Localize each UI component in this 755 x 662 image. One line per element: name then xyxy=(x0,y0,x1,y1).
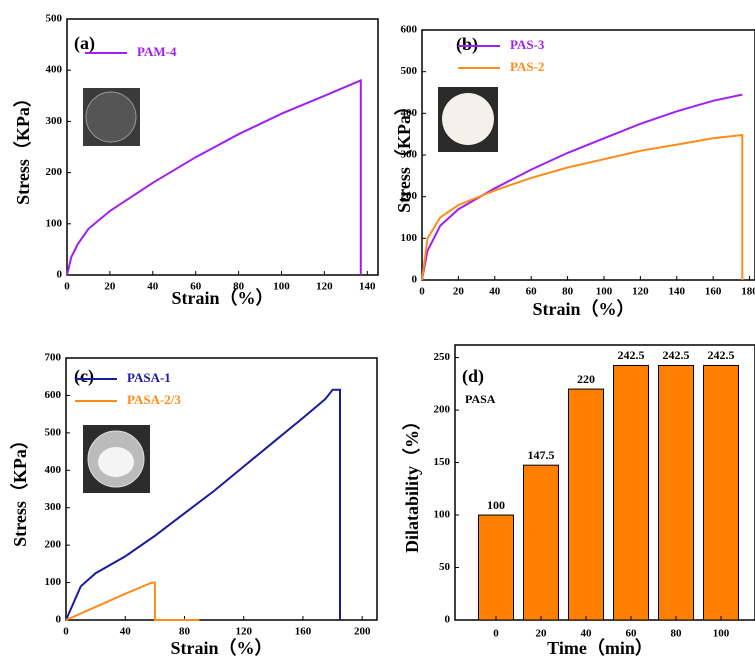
inset-photo-c xyxy=(83,425,150,493)
y-axis-label: Stress（KPa） xyxy=(13,89,33,205)
y-tick-label: 250 xyxy=(434,351,451,363)
x-tick-label: 160 xyxy=(705,286,722,298)
x-tick-label: 100 xyxy=(596,286,613,298)
bar xyxy=(479,515,514,620)
bar xyxy=(614,365,649,620)
legend-label: PAS-2 xyxy=(510,59,544,74)
x-tick-label: 80 xyxy=(671,628,683,640)
inset-dish xyxy=(86,92,136,142)
x-tick-label: 20 xyxy=(104,281,116,293)
y-tick-label: 400 xyxy=(46,64,63,76)
y-tick-label: 100 xyxy=(46,217,63,229)
series-line xyxy=(66,583,199,620)
x-tick-label: 120 xyxy=(632,286,649,298)
y-axis-label: Stress（KPa） xyxy=(10,431,30,547)
x-axis-label: Strain（%） xyxy=(532,299,634,319)
x-tick-label: 40 xyxy=(147,281,159,293)
y-tick-label: 500 xyxy=(46,13,63,25)
y-tick-label: 300 xyxy=(46,115,63,127)
bar xyxy=(659,365,694,620)
y-tick-label: 300 xyxy=(45,501,62,513)
bar-value-label: 242.5 xyxy=(618,348,645,362)
x-tick-label: 0 xyxy=(63,626,69,638)
y-tick-label: 0 xyxy=(56,614,62,626)
bar xyxy=(704,365,739,620)
x-tick-label: 60 xyxy=(526,286,538,298)
legend-label: PAS-3 xyxy=(510,37,545,52)
y-tick-label: 100 xyxy=(434,509,451,521)
y-tick-label: 400 xyxy=(45,464,62,476)
inset-photo-a xyxy=(83,88,140,146)
x-tick-label: 80 xyxy=(179,626,191,638)
x-tick-label: 140 xyxy=(669,286,686,298)
y-tick-label: 200 xyxy=(434,404,451,416)
bar-value-label: 220 xyxy=(577,372,595,386)
series-line xyxy=(422,135,742,280)
x-tick-label: 40 xyxy=(581,628,593,640)
plot-frame xyxy=(67,19,378,275)
x-tick-label: 20 xyxy=(453,286,465,298)
x-tick-label: 0 xyxy=(419,286,425,298)
x-tick-label: 0 xyxy=(64,281,70,293)
bar-value-label: 100 xyxy=(487,498,505,512)
y-tick-label: 50 xyxy=(439,561,451,573)
legend-label: PAM-4 xyxy=(137,44,177,59)
x-tick-label: 60 xyxy=(626,628,638,640)
x-tick-label: 160 xyxy=(295,626,312,638)
legend-label: PASA-2/3 xyxy=(127,392,181,407)
x-tick-label: 40 xyxy=(120,626,132,638)
x-tick-label: 140 xyxy=(359,281,376,293)
annotation: PASA xyxy=(465,392,496,406)
y-tick-label: 700 xyxy=(45,352,62,364)
x-tick-label: 20 xyxy=(536,628,548,640)
x-axis-label: Time（min） xyxy=(547,638,653,658)
inset-photo-b xyxy=(438,87,498,152)
x-tick-label: 200 xyxy=(354,626,371,638)
x-tick-label: 120 xyxy=(235,626,252,638)
panel-label: (b) xyxy=(456,34,478,55)
legend-label: PASA-1 xyxy=(127,370,171,385)
bar-value-label: 242.5 xyxy=(708,348,735,362)
x-tick-label: 100 xyxy=(273,281,290,293)
y-tick-label: 200 xyxy=(46,166,63,178)
figure: 0100200300400500020406080100120140(a)Str… xyxy=(0,0,755,662)
panel-label: (a) xyxy=(74,33,95,54)
bar-value-label: 242.5 xyxy=(663,348,690,362)
x-tick-label: 40 xyxy=(489,286,501,298)
y-tick-label: 600 xyxy=(45,389,62,401)
x-tick-label: 100 xyxy=(713,628,730,640)
y-tick-label: 500 xyxy=(45,426,62,438)
bar xyxy=(569,389,604,620)
y-tick-label: 150 xyxy=(434,456,451,468)
y-tick-label: 100 xyxy=(401,232,418,244)
panel: 050100150200250(d)Time（min）Dilatability（… xyxy=(402,345,755,658)
panel-label: (d) xyxy=(462,366,484,387)
inset-sample xyxy=(98,447,134,477)
y-tick-label: 0 xyxy=(57,269,63,281)
y-tick-label: 100 xyxy=(45,576,62,588)
panel: 0 100 200 300 400 500 600 700 0 40 80 120 160 200 (c) S… xyxy=(10,352,377,659)
y-tick-label: 0 xyxy=(412,274,418,286)
x-tick-label: 80 xyxy=(562,286,574,298)
x-axis-label: Strain（%） xyxy=(170,638,272,658)
y-axis-label: Stress（KPa） xyxy=(394,97,414,213)
bar xyxy=(524,465,559,620)
y-tick-label: 0 xyxy=(445,614,451,626)
panel-label: (c) xyxy=(74,366,94,387)
x-tick-label: 0 xyxy=(493,628,499,640)
series-line xyxy=(66,390,340,620)
bar-value-label: 147.5 xyxy=(528,448,555,462)
y-axis-label: Dilatability（%） xyxy=(402,412,422,553)
y-tick-label: 200 xyxy=(45,539,62,551)
x-axis-label: Strain（%） xyxy=(171,288,273,308)
x-tick-label: 120 xyxy=(316,281,333,293)
y-tick-label: 500 xyxy=(401,65,418,77)
x-tick-label: 180 xyxy=(741,286,755,298)
y-tick-label: 600 xyxy=(401,24,418,36)
inset-dish xyxy=(442,93,494,145)
